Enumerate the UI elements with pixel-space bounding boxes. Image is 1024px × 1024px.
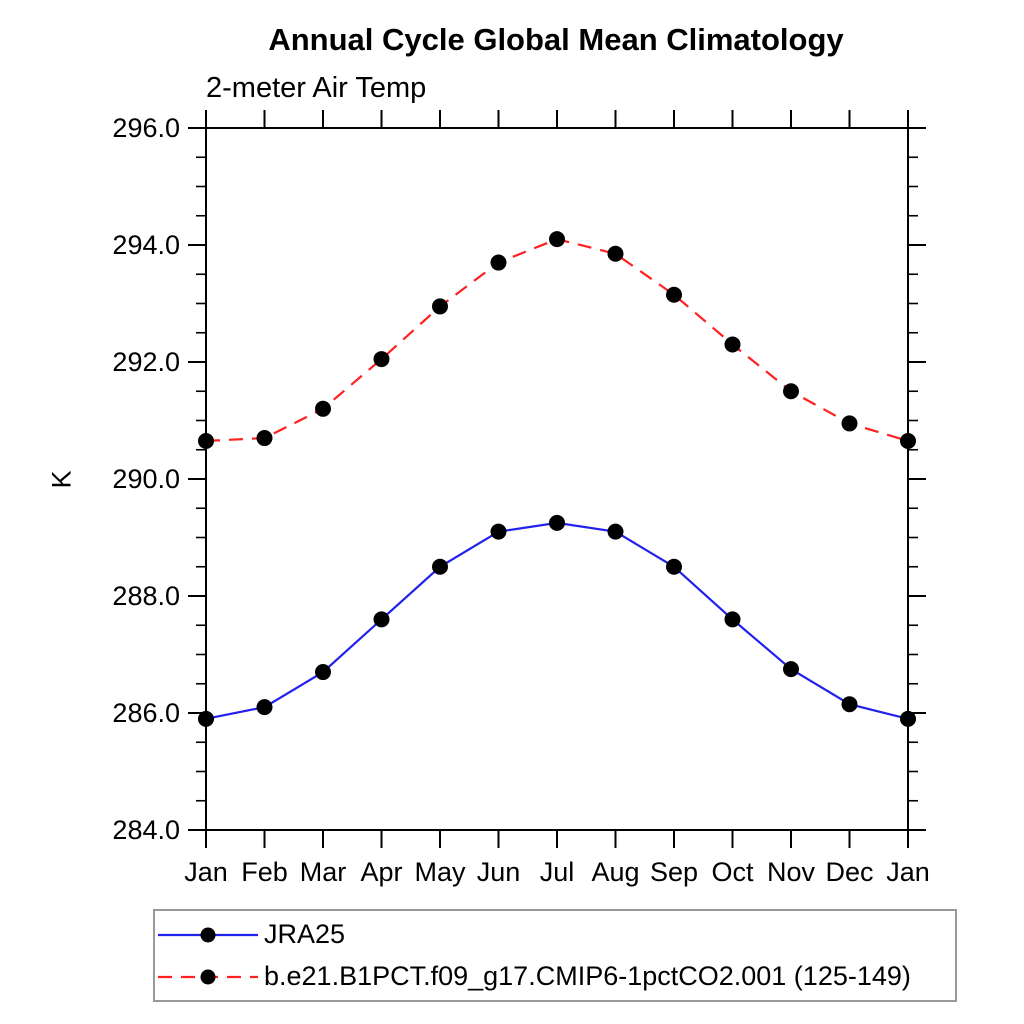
data-point-marker xyxy=(432,298,448,315)
legend-label-jra25: JRA25 xyxy=(264,919,346,949)
legend-item-cmip6: b.e21.B1PCT.f09_g17.CMIP6-1pctCO2.001 (1… xyxy=(155,958,955,996)
x-axis-tick-label: Jan xyxy=(886,857,930,887)
x-axis-tick-label: Mar xyxy=(300,857,347,887)
legend-marker-dot-icon xyxy=(200,927,216,942)
x-axis-tick-label: Jun xyxy=(477,857,521,887)
y-axis-tick-label: 290.0 xyxy=(112,464,180,494)
x-axis-tick-label: Sep xyxy=(650,857,698,887)
data-point-marker xyxy=(432,558,448,575)
data-point-marker xyxy=(783,661,799,678)
data-point-marker xyxy=(198,710,214,727)
data-point-marker xyxy=(549,514,565,531)
legend-marker-dot-icon xyxy=(200,969,216,984)
data-point-marker xyxy=(607,245,624,262)
legend-line-sample-solid xyxy=(158,927,258,942)
data-point-marker xyxy=(490,523,507,540)
y-axis-tick-label: 292.0 xyxy=(112,347,180,377)
x-axis-tick-label: May xyxy=(414,857,466,887)
data-point-marker xyxy=(549,231,565,248)
y-axis-tick-label: 294.0 xyxy=(112,230,180,260)
data-point-marker xyxy=(666,558,682,575)
data-point-marker xyxy=(198,432,214,449)
data-point-marker xyxy=(724,336,741,353)
y-axis-tick-label: 284.0 xyxy=(112,815,180,845)
series-line-jra25 xyxy=(205,521,909,720)
data-point-marker xyxy=(373,351,390,368)
x-axis-tick-label: Jan xyxy=(184,857,228,887)
x-axis-tick-label: Apr xyxy=(360,857,402,887)
data-point-marker xyxy=(724,611,741,628)
x-axis-tick-label: Feb xyxy=(241,857,288,887)
y-axis-tick-label: 288.0 xyxy=(112,581,180,611)
x-axis-tick-label: Aug xyxy=(591,857,639,887)
chart-subtitle: 2-meter Air Temp xyxy=(206,72,427,104)
data-point-marker xyxy=(900,710,916,727)
legend-line-sample-dashed xyxy=(158,969,258,984)
x-axis-tick-label: Oct xyxy=(711,857,754,887)
chart-title: Annual Cycle Global Mean Climatology xyxy=(268,22,844,57)
data-point-marker xyxy=(373,611,390,628)
x-axis-tick-label: Nov xyxy=(767,857,816,887)
data-point-marker xyxy=(783,383,799,400)
data-point-marker xyxy=(841,696,858,713)
legend: JRA25 b.e21.B1PCT.f09_g17.CMIP6-1pctCO2.… xyxy=(153,909,957,1002)
data-point-marker xyxy=(666,286,682,303)
data-point-marker xyxy=(315,400,331,417)
data-point-marker xyxy=(256,430,273,447)
x-axis-tick-label: Dec xyxy=(825,857,873,887)
legend-item-jra25: JRA25 xyxy=(155,916,955,954)
data-point-marker xyxy=(841,415,858,432)
data-point-marker xyxy=(490,254,507,271)
x-axis-tick-label: Jul xyxy=(540,857,575,887)
data-point-marker xyxy=(607,523,624,540)
data-point-marker xyxy=(256,699,273,716)
series-line-cmip6 xyxy=(205,237,909,443)
data-point-marker xyxy=(900,432,916,449)
y-axis-tick-label: 286.0 xyxy=(112,698,180,728)
legend-label-cmip6: b.e21.B1PCT.f09_g17.CMIP6-1pctCO2.001 (1… xyxy=(264,961,911,991)
y-axis-tick-label: 296.0 xyxy=(112,113,180,143)
data-point-marker xyxy=(315,664,331,681)
